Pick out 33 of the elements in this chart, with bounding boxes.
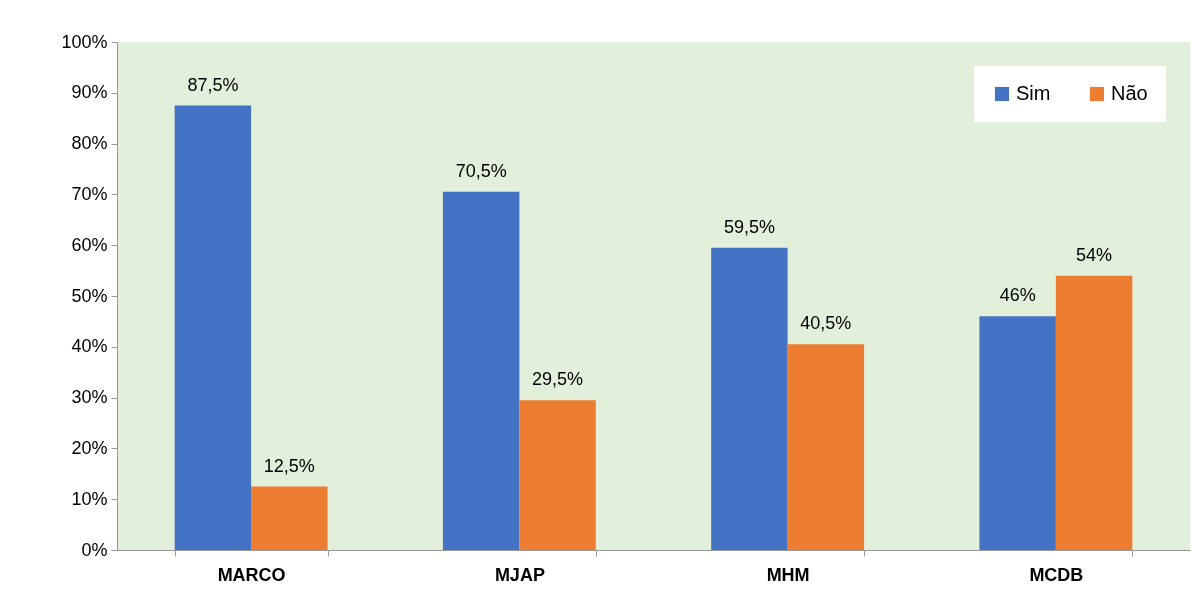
- y-tick-label: 90%: [71, 82, 108, 103]
- data-label: 29,5%: [532, 369, 584, 390]
- data-label: 12,5%: [263, 455, 315, 476]
- y-tick-label: 50%: [71, 285, 108, 306]
- bar: [979, 316, 1056, 550]
- data-label: 59,5%: [723, 216, 775, 237]
- legend-label: Sim: [1016, 82, 1051, 104]
- y-tick-label: 70%: [71, 183, 108, 204]
- x-tick-label: MARCO: [217, 564, 286, 585]
- x-tick-label: MJAP: [494, 564, 545, 585]
- data-label: 40,5%: [800, 313, 852, 334]
- bar: [251, 486, 328, 550]
- bar: [711, 247, 788, 550]
- y-tick-label: 40%: [71, 336, 108, 357]
- y-tick-label: 80%: [71, 133, 108, 154]
- y-tick-label: 20%: [71, 437, 108, 458]
- y-tick-label: 60%: [71, 234, 108, 255]
- data-label: 87,5%: [187, 74, 239, 95]
- y-tick-label: 10%: [71, 488, 108, 509]
- y-tick-label: 0%: [81, 539, 108, 560]
- data-label: 70,5%: [455, 160, 507, 181]
- bar: [787, 344, 865, 550]
- y-tick-label: 100%: [61, 31, 108, 52]
- x-tick-label: MCDB: [1029, 564, 1084, 585]
- bar: [519, 400, 596, 550]
- y-tick-label: 30%: [71, 387, 108, 408]
- bar: [1055, 275, 1133, 550]
- bar: [442, 191, 520, 550]
- bar: [174, 105, 252, 550]
- data-label: 46%: [999, 285, 1036, 306]
- legend-label: Não: [1111, 82, 1148, 104]
- x-tick-label: MHM: [766, 564, 810, 585]
- data-label: 54%: [1076, 244, 1113, 265]
